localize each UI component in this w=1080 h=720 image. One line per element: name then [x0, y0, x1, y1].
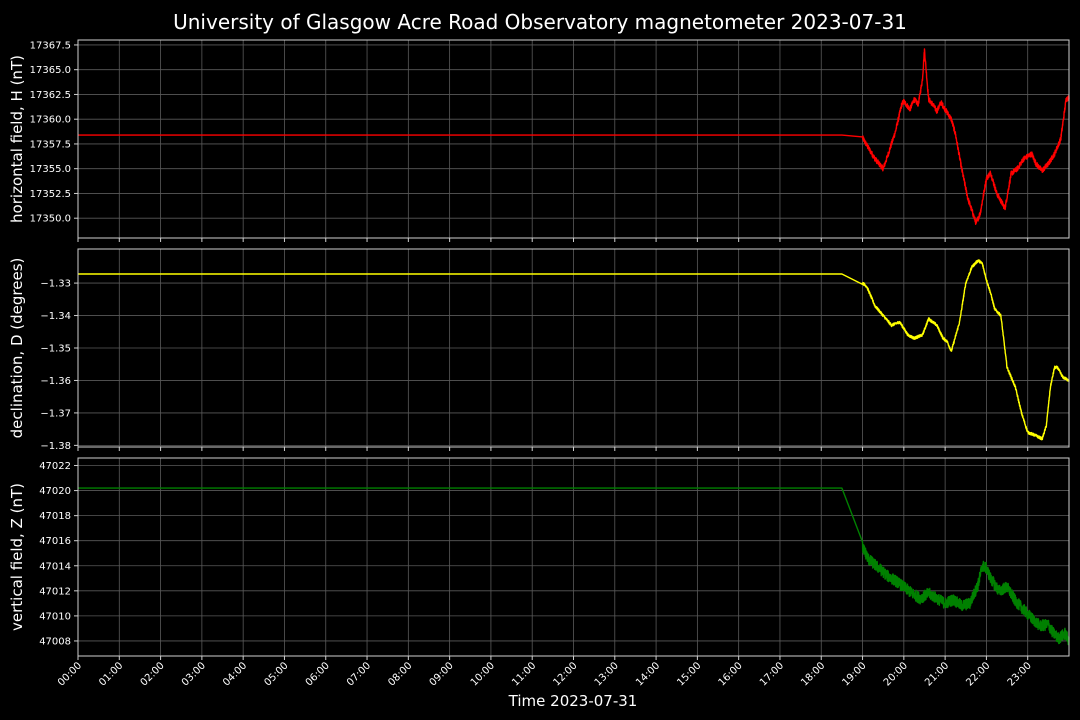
panels-group: 17350.0 17352.5 17355.0 17357.5 17360.0 17362… [8, 39, 1070, 660]
y-tick-label: −1.35 [40, 344, 71, 355]
x-tick-label: 06:00 [304, 660, 332, 688]
x-tick-label: 01:00 [97, 660, 125, 688]
x-tick-label: 08:00 [386, 660, 414, 688]
x-tick-label: 07:00 [345, 660, 373, 688]
x-tick-label: 16:00 [717, 660, 745, 688]
y-tick-label: 47020 [39, 486, 71, 497]
y-tick-label: 47018 [39, 511, 71, 522]
y-tick-label: 17352.5 [30, 189, 71, 200]
y-tick-label: 47014 [39, 561, 71, 572]
y-tick-label: −1.36 [40, 376, 71, 387]
y-tick-label: 17350.0 [30, 214, 71, 225]
y-axis-label: vertical field, Z (nT) [8, 483, 26, 631]
x-axis-label: Time 2023-07-31 [508, 692, 638, 710]
panel-Z: 47008 47010 47012 47014 47016 47018 47020 47022… [8, 457, 1070, 660]
y-tick-label: 47010 [39, 611, 71, 622]
x-tick-label: 18:00 [799, 660, 827, 688]
x-tick-label: 19:00 [841, 660, 869, 688]
x-tick-label: 17:00 [758, 660, 786, 688]
y-tick-label: 17367.5 [30, 40, 71, 51]
x-tick-label: 11:00 [510, 660, 538, 688]
series-line-H [78, 48, 1070, 225]
y-tick-label: 47022 [39, 461, 71, 472]
panel-frame [77, 457, 1070, 657]
y-tick-label: −1.34 [40, 311, 71, 322]
y-tick-label: −1.33 [40, 279, 71, 290]
y-tick-label: −1.38 [40, 441, 71, 452]
x-tick-label: 00:00 [56, 660, 84, 688]
x-tick-label: 04:00 [221, 660, 249, 688]
x-tick-label: 10:00 [469, 660, 497, 688]
y-tick-label: 17360.0 [30, 115, 71, 126]
x-tick-label: 03:00 [180, 660, 208, 688]
y-tick-label: 47016 [39, 536, 71, 547]
x-tick-label: 12:00 [551, 660, 579, 688]
y-tick-label: −1.37 [40, 408, 71, 419]
series-line-Z [78, 487, 1070, 646]
x-tick-label: 14:00 [634, 660, 662, 688]
y-tick-label: 47008 [39, 636, 71, 647]
series-line-D [78, 259, 1070, 441]
y-axis-label: declination, D (degrees) [8, 258, 26, 439]
x-tick-label: 09:00 [428, 660, 456, 688]
chart-title: University of Glasgow Acre Road Observat… [173, 10, 907, 34]
y-tick-label: 17355.0 [30, 164, 71, 175]
x-tick-label: 15:00 [675, 660, 703, 688]
y-tick-label: 17365.0 [30, 65, 71, 76]
panel-H: 17350.0 17352.5 17355.0 17357.5 17360.0 17362… [8, 39, 1070, 242]
panel-D: −1.33 −1.34 −1.35 −1.36 −1.37 −1.38 declinatio… [8, 248, 1070, 452]
x-tick-label: 21:00 [923, 660, 951, 688]
x-tick-label: 02:00 [139, 660, 167, 688]
x-tick-label: 05:00 [262, 660, 290, 688]
x-tick-label: 23:00 [1006, 660, 1034, 688]
x-tick-label: 20:00 [882, 660, 910, 688]
y-tick-label: 47012 [39, 586, 71, 597]
panel-frame [77, 39, 1070, 239]
x-tick-labels: 00:00 01:00 02:00 03:00 04:00 05:00 06:00 07:00… [56, 660, 1034, 688]
x-tick-label: 22:00 [964, 660, 992, 688]
y-tick-label: 17357.5 [30, 139, 71, 150]
x-tick-label: 13:00 [593, 660, 621, 688]
y-axis-label: horizontal field, H (nT) [8, 55, 26, 223]
y-tick-label: 17362.5 [30, 90, 71, 101]
panel-frame [77, 248, 1070, 448]
